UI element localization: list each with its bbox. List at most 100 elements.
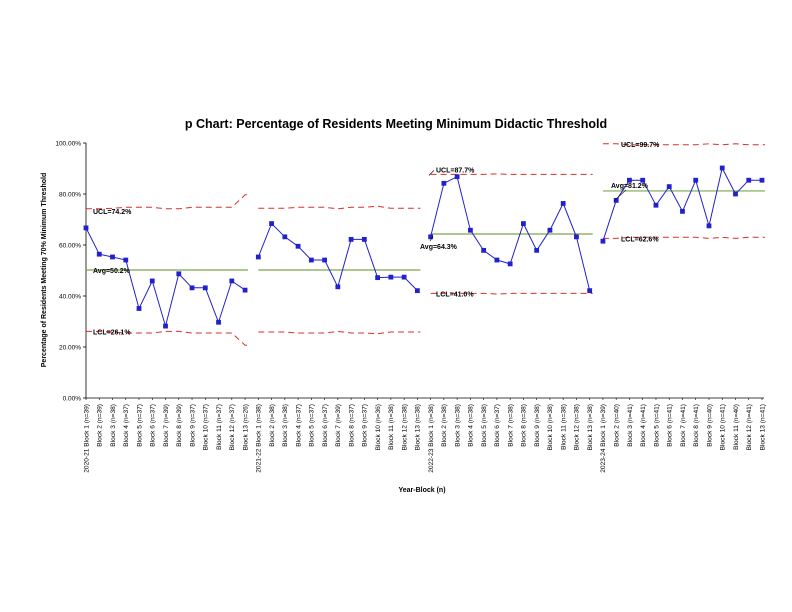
x-tick-label: Block 5 (n=37) [136,404,143,447]
data-point [414,288,420,294]
x-tick-label: Block 4 (n=38) [468,404,475,447]
data-point [613,197,619,203]
data-point [574,234,579,240]
data-point [627,177,632,183]
data-point [759,177,765,183]
data-point [428,234,434,240]
y-tick-label: 80.00% [59,191,81,198]
data-point [335,284,341,290]
x-tick-label: Block 2 (n=39) [97,404,104,447]
x-tick-label: Block 12 (n=41) [746,404,753,450]
x-tick-label: Block 3 (n=38) [454,404,461,447]
data-point [666,184,672,190]
data-point [560,201,566,206]
x-tick-label: Block 6 (n=41) [667,404,674,447]
series-line [257,222,418,291]
y-tick-label: 40.00% [59,293,81,300]
y-tick-label: 20.00% [59,344,81,351]
x-tick-label: Block 8 (n=41) [693,404,700,447]
lcl-label: LCL=41.0% [436,291,474,298]
data-point [467,227,473,233]
x-tick-label: Block 13 (n=26) [242,404,249,450]
data-point [229,278,235,284]
ucl-line [258,205,421,210]
x-tick-label: Block 3 (n=41) [627,404,634,447]
x-tick-label: 2020-21 Block 1 (n=39) [83,404,90,473]
data-point [401,274,407,280]
ucl-line [86,194,249,210]
x-tick-label: Block 2 (n=38) [441,404,448,447]
x-tick-label: Block 13 (n=38) [415,404,422,450]
limit-annotations: UCL=74.2% Avg=50.2% LCL=26.1% UCL=87.7% Avg=… [93,142,660,337]
x-tick-label: Block 7 (n=38) [507,404,514,447]
x-tick-label: Block 6 (n=37) [494,404,501,447]
data-point [242,287,248,293]
data-point [348,236,354,242]
avg-label: Avg=64.3% [420,244,458,251]
data-point [507,261,513,267]
data-point [706,223,712,229]
x-tick-label: Block 6 (n=37) [150,404,157,447]
x-tick-label: 2023-24 Block 1 (n=39) [600,404,607,473]
data-point [136,306,142,311]
lcl-line [602,236,765,239]
data-point [202,285,208,291]
data-point [494,257,500,263]
x-tick-label: Block 4 (n=37) [295,404,302,447]
lcl-line [86,330,249,346]
data-point [719,165,725,171]
lcl-label: LCL=62.6% [621,236,659,243]
x-tick-label: Block 8 (n=39) [176,404,183,447]
y-tick-label: 100.00% [55,140,81,147]
control-limits [86,143,765,346]
x-tick-label: Block 6 (n=37) [322,404,329,447]
x-tick-label: Block 13 (n=41) [759,404,766,450]
ucl-line [430,173,593,175]
ucl-label: UCL=87.7% [436,167,475,174]
x-tick-label: Block 7 (n=39) [335,404,342,447]
data-point [680,208,685,214]
avg-callout [429,235,434,242]
x-tick-label: 2021-22 Block 1 (n=38) [256,404,263,473]
x-tick-label: Block 10 (n=41) [720,404,727,450]
x-tick-label: Block 12 (n=38) [401,404,408,450]
y-tick-label: 60.00% [59,242,81,249]
data-point [361,236,367,242]
x-tick-label: Block 10 (n=36) [375,404,382,450]
data-point [149,278,155,284]
data-point [282,234,288,240]
data-point [375,275,381,281]
data-point [123,257,129,263]
x-tick-label: Block 12 (n=37) [229,404,236,450]
data-series [83,165,765,329]
ucl-line [602,143,765,146]
data-point [693,177,699,183]
x-category-labels: 2020-21 Block 1 (n=39) Block 2 (n=39) Bloc… [83,398,766,473]
data-point [255,254,261,260]
x-tick-label: Block 12 (n=38) [574,404,581,450]
chart-title: p Chart: Percentage of Residents Meeting… [185,117,607,131]
x-tick-label: Block 10 (n=38) [547,404,554,450]
series-line [602,166,762,242]
data-point [534,247,540,253]
data-point [640,177,646,183]
series-line [85,227,246,328]
data-point [322,257,327,263]
axes: 0.00% 20.00% 40.00% 60.00% 80.00% 100.00% [55,140,764,402]
data-point [269,221,274,226]
x-tick-label: Block 11 (n=37) [216,404,223,450]
x-tick-label: Block 5 (n=38) [481,404,488,447]
x-tick-label: Block 8 (n=38) [521,404,528,447]
data-point [481,247,487,253]
x-tick-label: Block 9 (n=38) [534,404,541,447]
ucl-label: UCL=74.2% [93,209,132,216]
avg-callout [613,189,627,202]
data-point [308,257,314,263]
data-point [163,323,168,329]
data-point [110,254,115,260]
avg-label: Avg=50.2% [93,268,131,275]
x-tick-label: 2022-23 Block 1 (n=38) [428,404,435,473]
ucl-callout [428,170,435,176]
x-tick-label: Block 7 (n=39) [163,404,170,447]
